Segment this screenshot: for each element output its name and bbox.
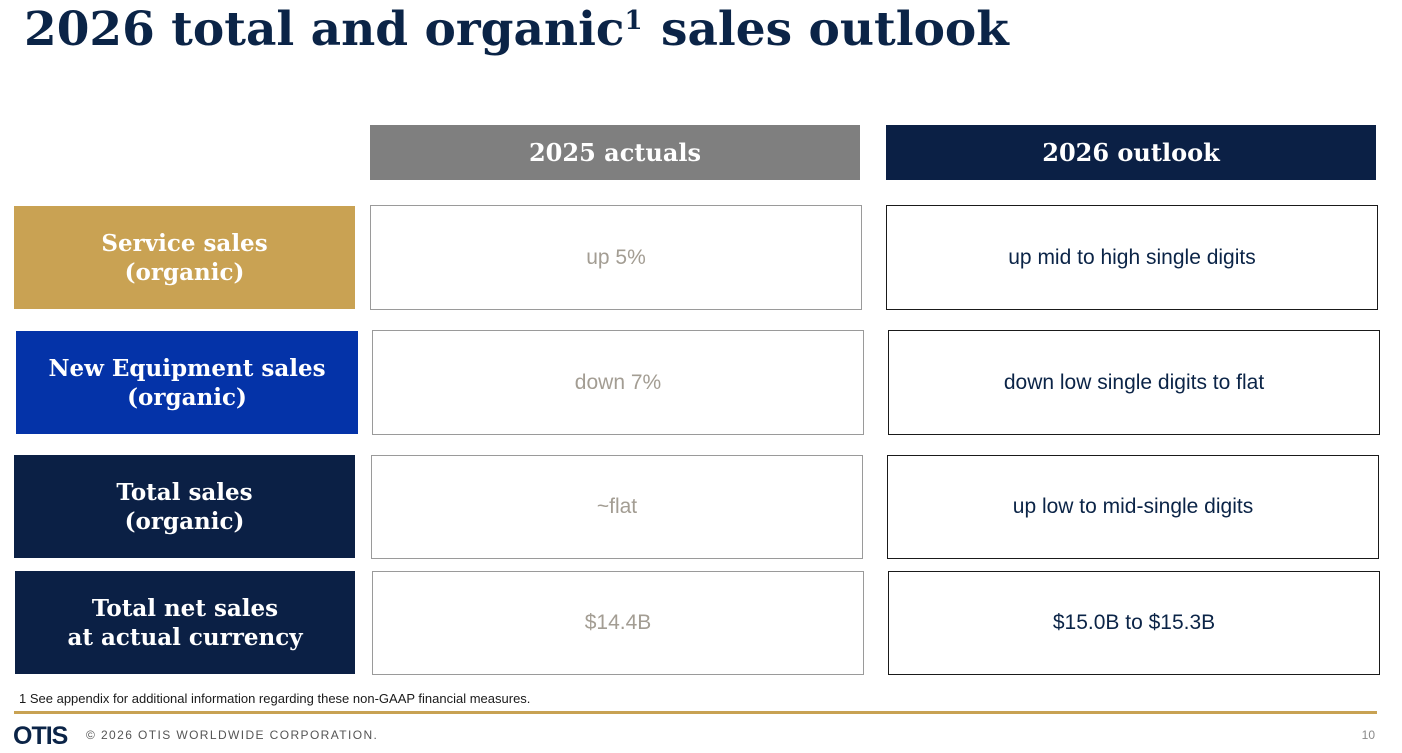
row-label-line: New Equipment sales [48, 354, 326, 382]
row-label-total-net-sales: Total net sales at actual currency [15, 571, 355, 674]
row-label-total-sales: Total sales (organic) [14, 455, 355, 558]
row-label-line: (organic) [124, 258, 245, 286]
outlook-value: up mid to high single digits [1008, 245, 1256, 269]
row-label-line: (organic) [127, 383, 247, 411]
outlook-column-header-label: 2026 outlook [1042, 138, 1220, 167]
actuals-column-header: 2025 actuals [370, 125, 860, 180]
actual-value: ~flat [596, 495, 638, 518]
outlook-cell-service-sales: up mid to high single digits [886, 205, 1378, 310]
outlook-cell-new-equipment-sales: down low single digits to flat [888, 330, 1380, 435]
actual-value: up 5% [586, 245, 646, 269]
outlook-cell-total-sales: up low to mid-single digits [887, 455, 1379, 559]
actual-value: down 7% [574, 370, 662, 394]
outlook-cell-total-net-sales: $15.0B to $15.3B [888, 571, 1380, 675]
outlook-value: $15.0B to $15.3B [1052, 611, 1216, 634]
row-label-line: Service sales [101, 229, 268, 257]
actual-cell-new-equipment-sales: down 7% [372, 330, 864, 435]
outlook-column-header: 2026 outlook [886, 125, 1376, 180]
row-label-line: at actual currency [67, 623, 303, 651]
actual-cell-total-net-sales: $14.4B [372, 571, 864, 675]
actual-value: $14.4B [584, 611, 652, 634]
otis-logo: OTIS [13, 722, 68, 750]
copyright-text: © 2026 OTIS WORLDWIDE CORPORATION. [86, 728, 379, 742]
footnote: 1 See appendix for additional informatio… [19, 691, 531, 706]
footer-divider [14, 711, 1377, 714]
row-label-line: Total sales [116, 478, 253, 506]
actual-cell-total-sales: ~flat [371, 455, 863, 559]
title-text-end: sales outlook [644, 2, 1009, 57]
outlook-value: down low single digits to flat [1003, 370, 1265, 394]
page-number: 10 [1361, 728, 1375, 742]
actuals-column-header-label: 2025 actuals [528, 138, 702, 167]
row-label-line: Total net sales [91, 594, 279, 622]
title-text: 2026 total and organic [24, 2, 625, 57]
row-label-new-equipment-sales: New Equipment sales (organic) [16, 331, 358, 434]
row-label-service-sales: Service sales (organic) [14, 206, 355, 309]
row-label-line: (organic) [124, 507, 245, 535]
title-footnote-marker: 1 [624, 6, 643, 36]
page-title: 2026 total and organic1 sales outlook [24, 2, 1009, 57]
actual-cell-service-sales: up 5% [370, 205, 862, 310]
outlook-value: up low to mid-single digits [1012, 495, 1254, 518]
